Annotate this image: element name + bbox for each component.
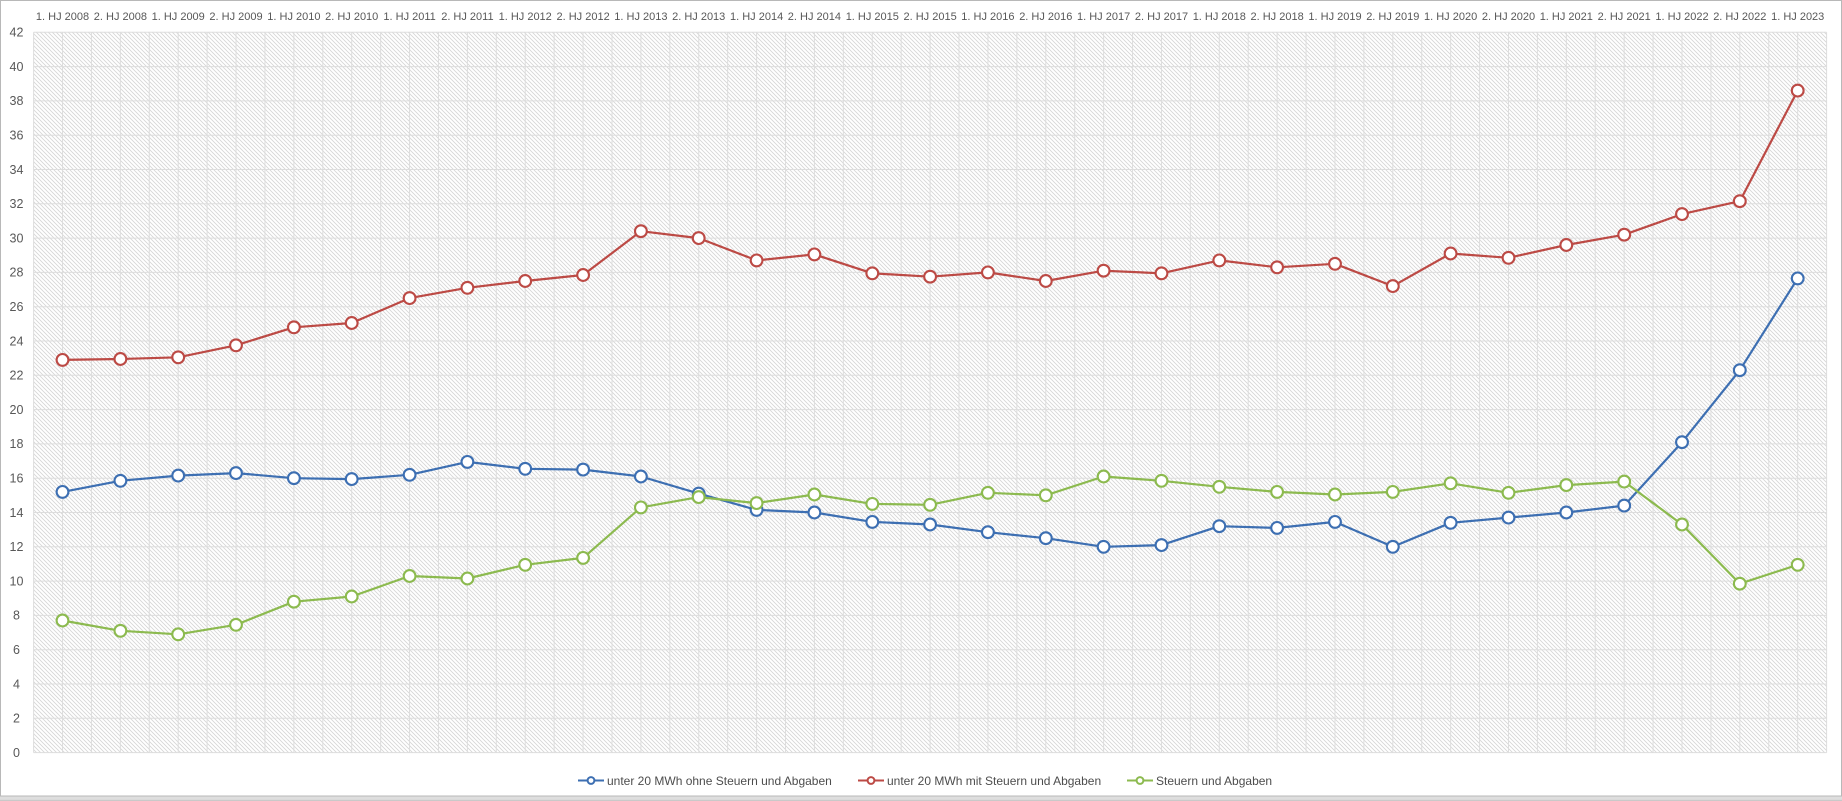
svg-text:2. HJ 2020: 2. HJ 2020 <box>1482 11 1535 23</box>
svg-text:unter 20 MWh mit Steuern und A: unter 20 MWh mit Steuern und Abgaben <box>887 774 1101 788</box>
svg-text:18: 18 <box>10 437 24 451</box>
svg-text:2: 2 <box>13 712 20 726</box>
svg-text:1. HJ 2020: 1. HJ 2020 <box>1424 11 1477 23</box>
svg-text:2. HJ 2009: 2. HJ 2009 <box>209 11 262 23</box>
svg-text:2. HJ 2016: 2. HJ 2016 <box>1019 11 1072 23</box>
svg-text:2. HJ 2019: 2. HJ 2019 <box>1366 11 1419 23</box>
svg-text:32: 32 <box>10 197 24 211</box>
svg-text:20: 20 <box>10 403 24 417</box>
svg-text:1. HJ 2008: 1. HJ 2008 <box>36 11 89 23</box>
svg-text:1. HJ 2015: 1. HJ 2015 <box>846 11 899 23</box>
svg-text:34: 34 <box>10 163 24 177</box>
svg-text:14: 14 <box>10 506 24 520</box>
svg-text:2. HJ 2017: 2. HJ 2017 <box>1135 11 1188 23</box>
svg-text:2. HJ 2018: 2. HJ 2018 <box>1250 11 1303 23</box>
svg-text:2. HJ 2015: 2. HJ 2015 <box>903 11 956 23</box>
svg-text:22: 22 <box>10 369 24 383</box>
svg-text:1. HJ 2009: 1. HJ 2009 <box>152 11 205 23</box>
svg-text:8: 8 <box>13 609 20 623</box>
svg-text:2. HJ 2022: 2. HJ 2022 <box>1713 11 1766 23</box>
svg-text:2. HJ 2013: 2. HJ 2013 <box>672 11 725 23</box>
svg-text:1. HJ 2014: 1. HJ 2014 <box>730 11 783 23</box>
svg-text:2. HJ 2010: 2. HJ 2010 <box>325 11 378 23</box>
svg-text:1. HJ 2011: 1. HJ 2011 <box>383 11 435 23</box>
svg-text:40: 40 <box>10 60 24 74</box>
svg-text:10: 10 <box>10 574 24 588</box>
svg-text:1. HJ 2016: 1. HJ 2016 <box>961 11 1014 23</box>
svg-text:38: 38 <box>10 94 24 108</box>
svg-text:36: 36 <box>10 129 24 143</box>
svg-text:unter 20 MWh ohne Steuern und: unter 20 MWh ohne Steuern und Abgaben <box>607 774 832 788</box>
svg-text:24: 24 <box>10 334 24 348</box>
svg-text:1. HJ 2019: 1. HJ 2019 <box>1308 11 1361 23</box>
svg-text:1. HJ 2018: 1. HJ 2018 <box>1193 11 1246 23</box>
svg-text:16: 16 <box>10 472 24 486</box>
svg-text:2. HJ 2014: 2. HJ 2014 <box>788 11 841 23</box>
svg-text:Steuern und Abgaben: Steuern und Abgaben <box>1156 774 1272 788</box>
svg-text:6: 6 <box>13 643 20 657</box>
svg-text:30: 30 <box>10 231 24 245</box>
svg-text:12: 12 <box>10 540 24 554</box>
svg-text:2. HJ 2021: 2. HJ 2021 <box>1598 11 1651 23</box>
svg-text:1. HJ 2021: 1. HJ 2021 <box>1540 11 1593 23</box>
svg-text:26: 26 <box>10 300 24 314</box>
svg-text:2. HJ 2008: 2. HJ 2008 <box>94 11 147 23</box>
svg-text:1. HJ 2017: 1. HJ 2017 <box>1077 11 1130 23</box>
svg-text:28: 28 <box>10 266 24 280</box>
svg-text:1. HJ 2012: 1. HJ 2012 <box>499 11 552 23</box>
svg-text:1. HJ 2022: 1. HJ 2022 <box>1655 11 1708 23</box>
svg-text:0: 0 <box>13 746 20 760</box>
svg-text:42: 42 <box>10 26 24 40</box>
svg-text:1. HJ 2010: 1. HJ 2010 <box>267 11 320 23</box>
svg-text:1. HJ 2023: 1. HJ 2023 <box>1771 11 1824 23</box>
svg-text:2. HJ 2012: 2. HJ 2012 <box>556 11 609 23</box>
svg-text:1. HJ 2013: 1. HJ 2013 <box>614 11 667 23</box>
svg-text:4: 4 <box>13 677 20 691</box>
svg-text:2. HJ 2011: 2. HJ 2011 <box>441 11 493 23</box>
